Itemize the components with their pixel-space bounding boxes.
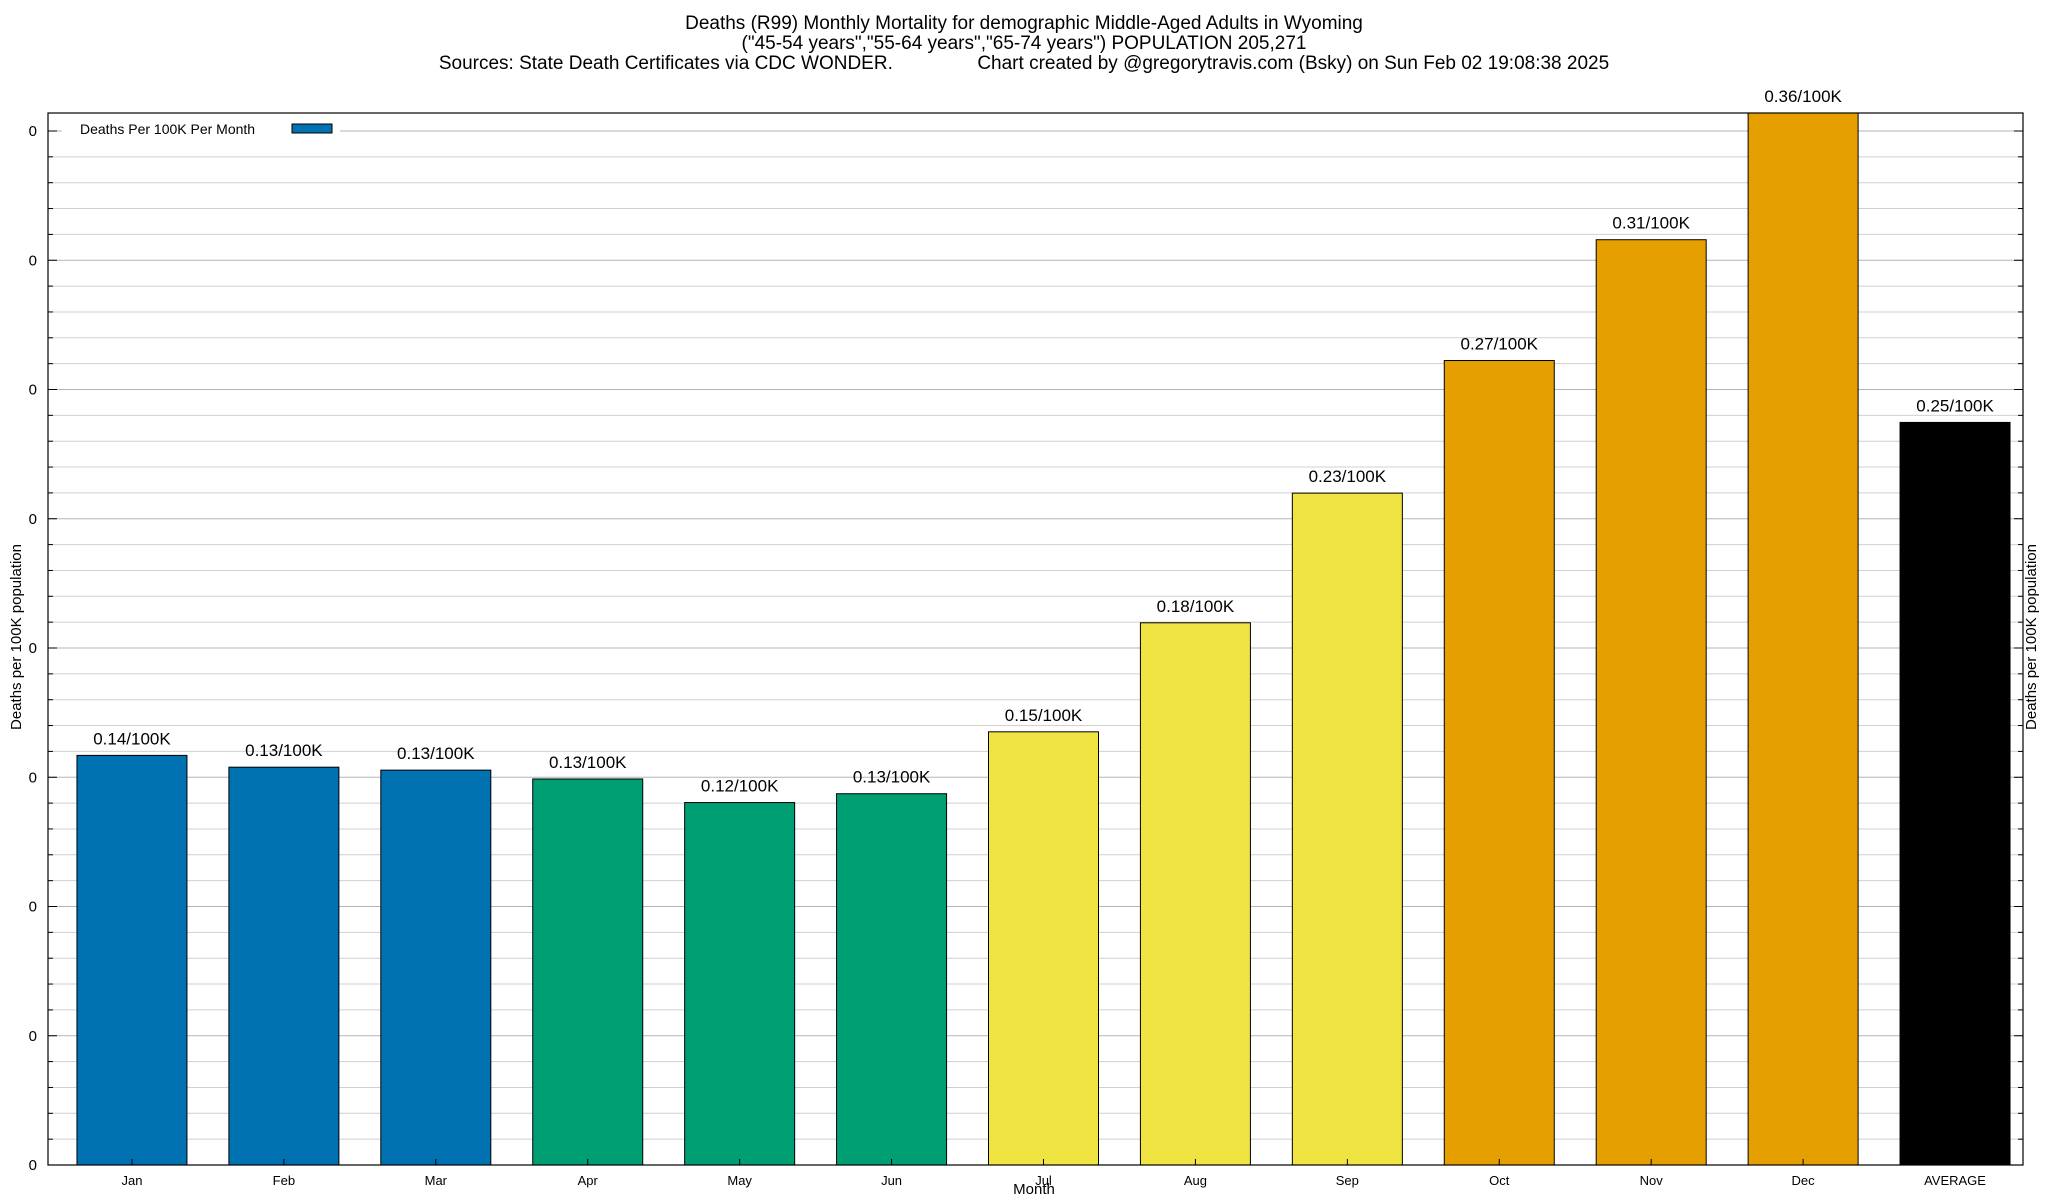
x-tick-label: Mar (425, 1173, 448, 1188)
x-tick-label: Jul (1035, 1173, 1052, 1188)
chart-title-block: Deaths (R99) Monthly Mortality for demog… (0, 14, 2048, 74)
bars (76, 112, 2011, 1166)
bar-value-label: 0.13/100K (245, 741, 323, 760)
bar (1747, 112, 1859, 1166)
chart-sources-line: Sources: State Death Certificates via CD… (0, 54, 2048, 74)
x-tick-label: Jan (121, 1173, 142, 1188)
y-axis-label-left: Deaths per 100K population (8, 544, 25, 730)
y-tick-label: 0 (29, 1157, 37, 1174)
legend-label: Deaths Per 100K Per Month (80, 121, 255, 137)
bar-value-label: 0.23/100K (1309, 467, 1387, 486)
chart-subtitle: ("45-54 years","55-64 years","65-74 year… (741, 33, 1307, 54)
bar-value-label: 0.18/100K (1157, 597, 1235, 616)
y-axis-label-right: Deaths per 100K population (2023, 544, 2040, 730)
x-tick-label: Jun (881, 1173, 902, 1188)
bar-value-label: 0.25/100K (1916, 396, 1994, 415)
bar-value-label: 0.13/100K (853, 768, 931, 787)
x-tick-label: Sep (1336, 1173, 1359, 1188)
bar (1899, 421, 2011, 1166)
y-tick-label: 0 (29, 1028, 37, 1045)
bar-value-label: 0.14/100K (93, 729, 171, 748)
x-tick-label: Apr (578, 1173, 599, 1188)
bar (1139, 622, 1251, 1166)
x-tick-label: Feb (273, 1173, 295, 1188)
y-tick-label: 0 (29, 511, 37, 528)
y-tick-label: 0 (29, 252, 37, 269)
bar (988, 731, 1099, 1166)
y-tick-label: 0 (29, 769, 37, 786)
x-tick-label: Oct (1489, 1173, 1510, 1188)
bar (532, 778, 644, 1166)
chart-sources: Sources: State Death Certificates via CD… (438, 53, 893, 74)
bar (684, 802, 796, 1166)
bar-value-label: 0.27/100K (1461, 335, 1539, 354)
plot-frame (47, 112, 2024, 1166)
y-tick-labels-left: 0 0 0 0 0 0 0 0 0 (29, 123, 37, 1174)
bar (836, 793, 948, 1166)
y-tick-label: 0 (29, 640, 37, 657)
bar (76, 754, 188, 1166)
legend: Deaths Per 100K Per Month (62, 118, 340, 140)
bar-value-label: 0.15/100K (1005, 706, 1083, 725)
legend-swatch (291, 123, 333, 134)
bar-value-label: 0.13/100K (549, 753, 627, 772)
bar-value-label: 0.36/100K (1764, 87, 1842, 106)
bar (1291, 492, 1403, 1166)
x-axis-label: Month (1013, 1181, 1055, 1198)
bar (1595, 239, 1707, 1166)
y-tick-label: 0 (29, 123, 37, 140)
x-tick-label: Aug (1184, 1173, 1207, 1188)
x-tick-label: AVERAGE (1924, 1173, 1986, 1188)
y-tick-label: 0 (29, 382, 37, 399)
bar-value-labels: 0.14/100K 0.13/100K 0.13/100K 0.13/100K 0.12… (93, 87, 1994, 796)
bar (228, 766, 340, 1166)
x-tick-labels: Jan Feb Mar Apr May Jun Jul Aug Sep Oct Nov Dec AVER… (121, 1159, 1986, 1188)
x-tick-label: Nov (1640, 1173, 1664, 1188)
chart-credit: Chart created by @gregorytravis.com (Bsk… (977, 53, 1610, 74)
bar-value-label: 0.31/100K (1612, 214, 1690, 233)
chart-title: Deaths (R99) Monthly Mortality for demog… (685, 13, 1363, 34)
legend-background (62, 118, 340, 140)
x-tick-label: Dec (1792, 1173, 1816, 1188)
x-tick-label: May (727, 1173, 752, 1188)
bar (380, 769, 492, 1166)
bar (1443, 360, 1555, 1166)
y-tick-label: 0 (29, 899, 37, 916)
bar-value-label: 0.12/100K (701, 777, 779, 796)
bar-value-label: 0.13/100K (397, 744, 475, 763)
